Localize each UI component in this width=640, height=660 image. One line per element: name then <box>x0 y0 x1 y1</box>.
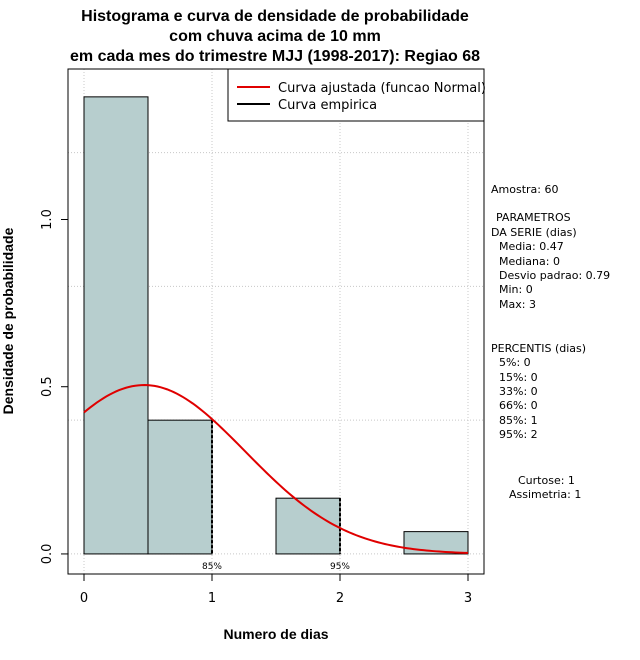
legend-box <box>227 68 485 122</box>
stat-p66: 66%: 0 <box>499 399 538 412</box>
y-tick-label-0: 0.0 <box>40 544 55 565</box>
chart-title-line-2: com chuva acima de 10 mm <box>169 28 381 45</box>
params-title-2: DA SERIE (dias) <box>491 226 577 239</box>
stat-p33: 33%: 0 <box>499 385 538 398</box>
x-tick-label-0: 0 <box>80 591 88 606</box>
histogram-bar-0 <box>83 96 149 555</box>
params-title-1: PARAMETROS <box>496 211 571 224</box>
stat-max: Max: 3 <box>499 298 536 311</box>
histogram-bar-3 <box>275 497 341 555</box>
stat-p15: 15%: 0 <box>499 371 538 384</box>
y-axis-label: Densidade de probabilidade <box>0 227 16 414</box>
stats-panel: Amostra: 60 PARAMETROS DA SERIE (dias) M… <box>491 183 610 501</box>
y-tick-label-1: 0.5 <box>40 376 55 397</box>
stat-desvio: Desvio padrao: 0.79 <box>499 269 610 282</box>
x-axis: 0 1 2 3 <box>80 573 472 606</box>
stat-assimetria: Assimetria: 1 <box>509 488 581 501</box>
stat-mediana: Mediana: 0 <box>499 255 560 268</box>
percentile-label-1: 95% <box>330 562 350 572</box>
stat-p85: 85%: 1 <box>499 414 538 427</box>
stat-curtose: Curtose: 1 <box>518 474 575 487</box>
stat-p95: 95%: 2 <box>499 428 538 441</box>
fitted-normal-curve <box>83 384 469 554</box>
legend: Curva ajustada (funcao Normal) Curva emp… <box>227 68 486 122</box>
histogram-bars <box>83 96 469 555</box>
stat-p5: 5%: 0 <box>499 356 531 369</box>
legend-label-empirical: Curva empirica <box>278 98 377 113</box>
chart-title-line-3: em cada mes do trimestre MJJ (1998-2017)… <box>70 48 480 65</box>
histogram-bar-1 <box>147 419 213 555</box>
x-tick-label-3: 3 <box>464 591 472 606</box>
histogram-bar-5 <box>403 531 469 555</box>
stat-sample: Amostra: 60 <box>491 183 558 196</box>
y-axis: 0.0 0.5 1.0 <box>40 209 69 565</box>
x-axis-label: Numero de dias <box>223 626 328 642</box>
legend-label-fitted: Curva ajustada (funcao Normal) <box>278 81 486 96</box>
percentile-label-0: 85% <box>202 562 222 572</box>
x-tick-label-2: 2 <box>336 591 344 606</box>
percentis-title: PERCENTIS (dias) <box>491 342 586 355</box>
stat-media: Media: 0.47 <box>499 240 564 253</box>
x-tick-label-1: 1 <box>208 591 216 606</box>
percentile-markers: 85% 95% <box>202 420 350 572</box>
stat-min: Min: 0 <box>499 283 533 296</box>
y-tick-label-2: 1.0 <box>40 209 55 230</box>
chart-title-line-1: Histograma e curva de densidade de proba… <box>81 8 469 25</box>
